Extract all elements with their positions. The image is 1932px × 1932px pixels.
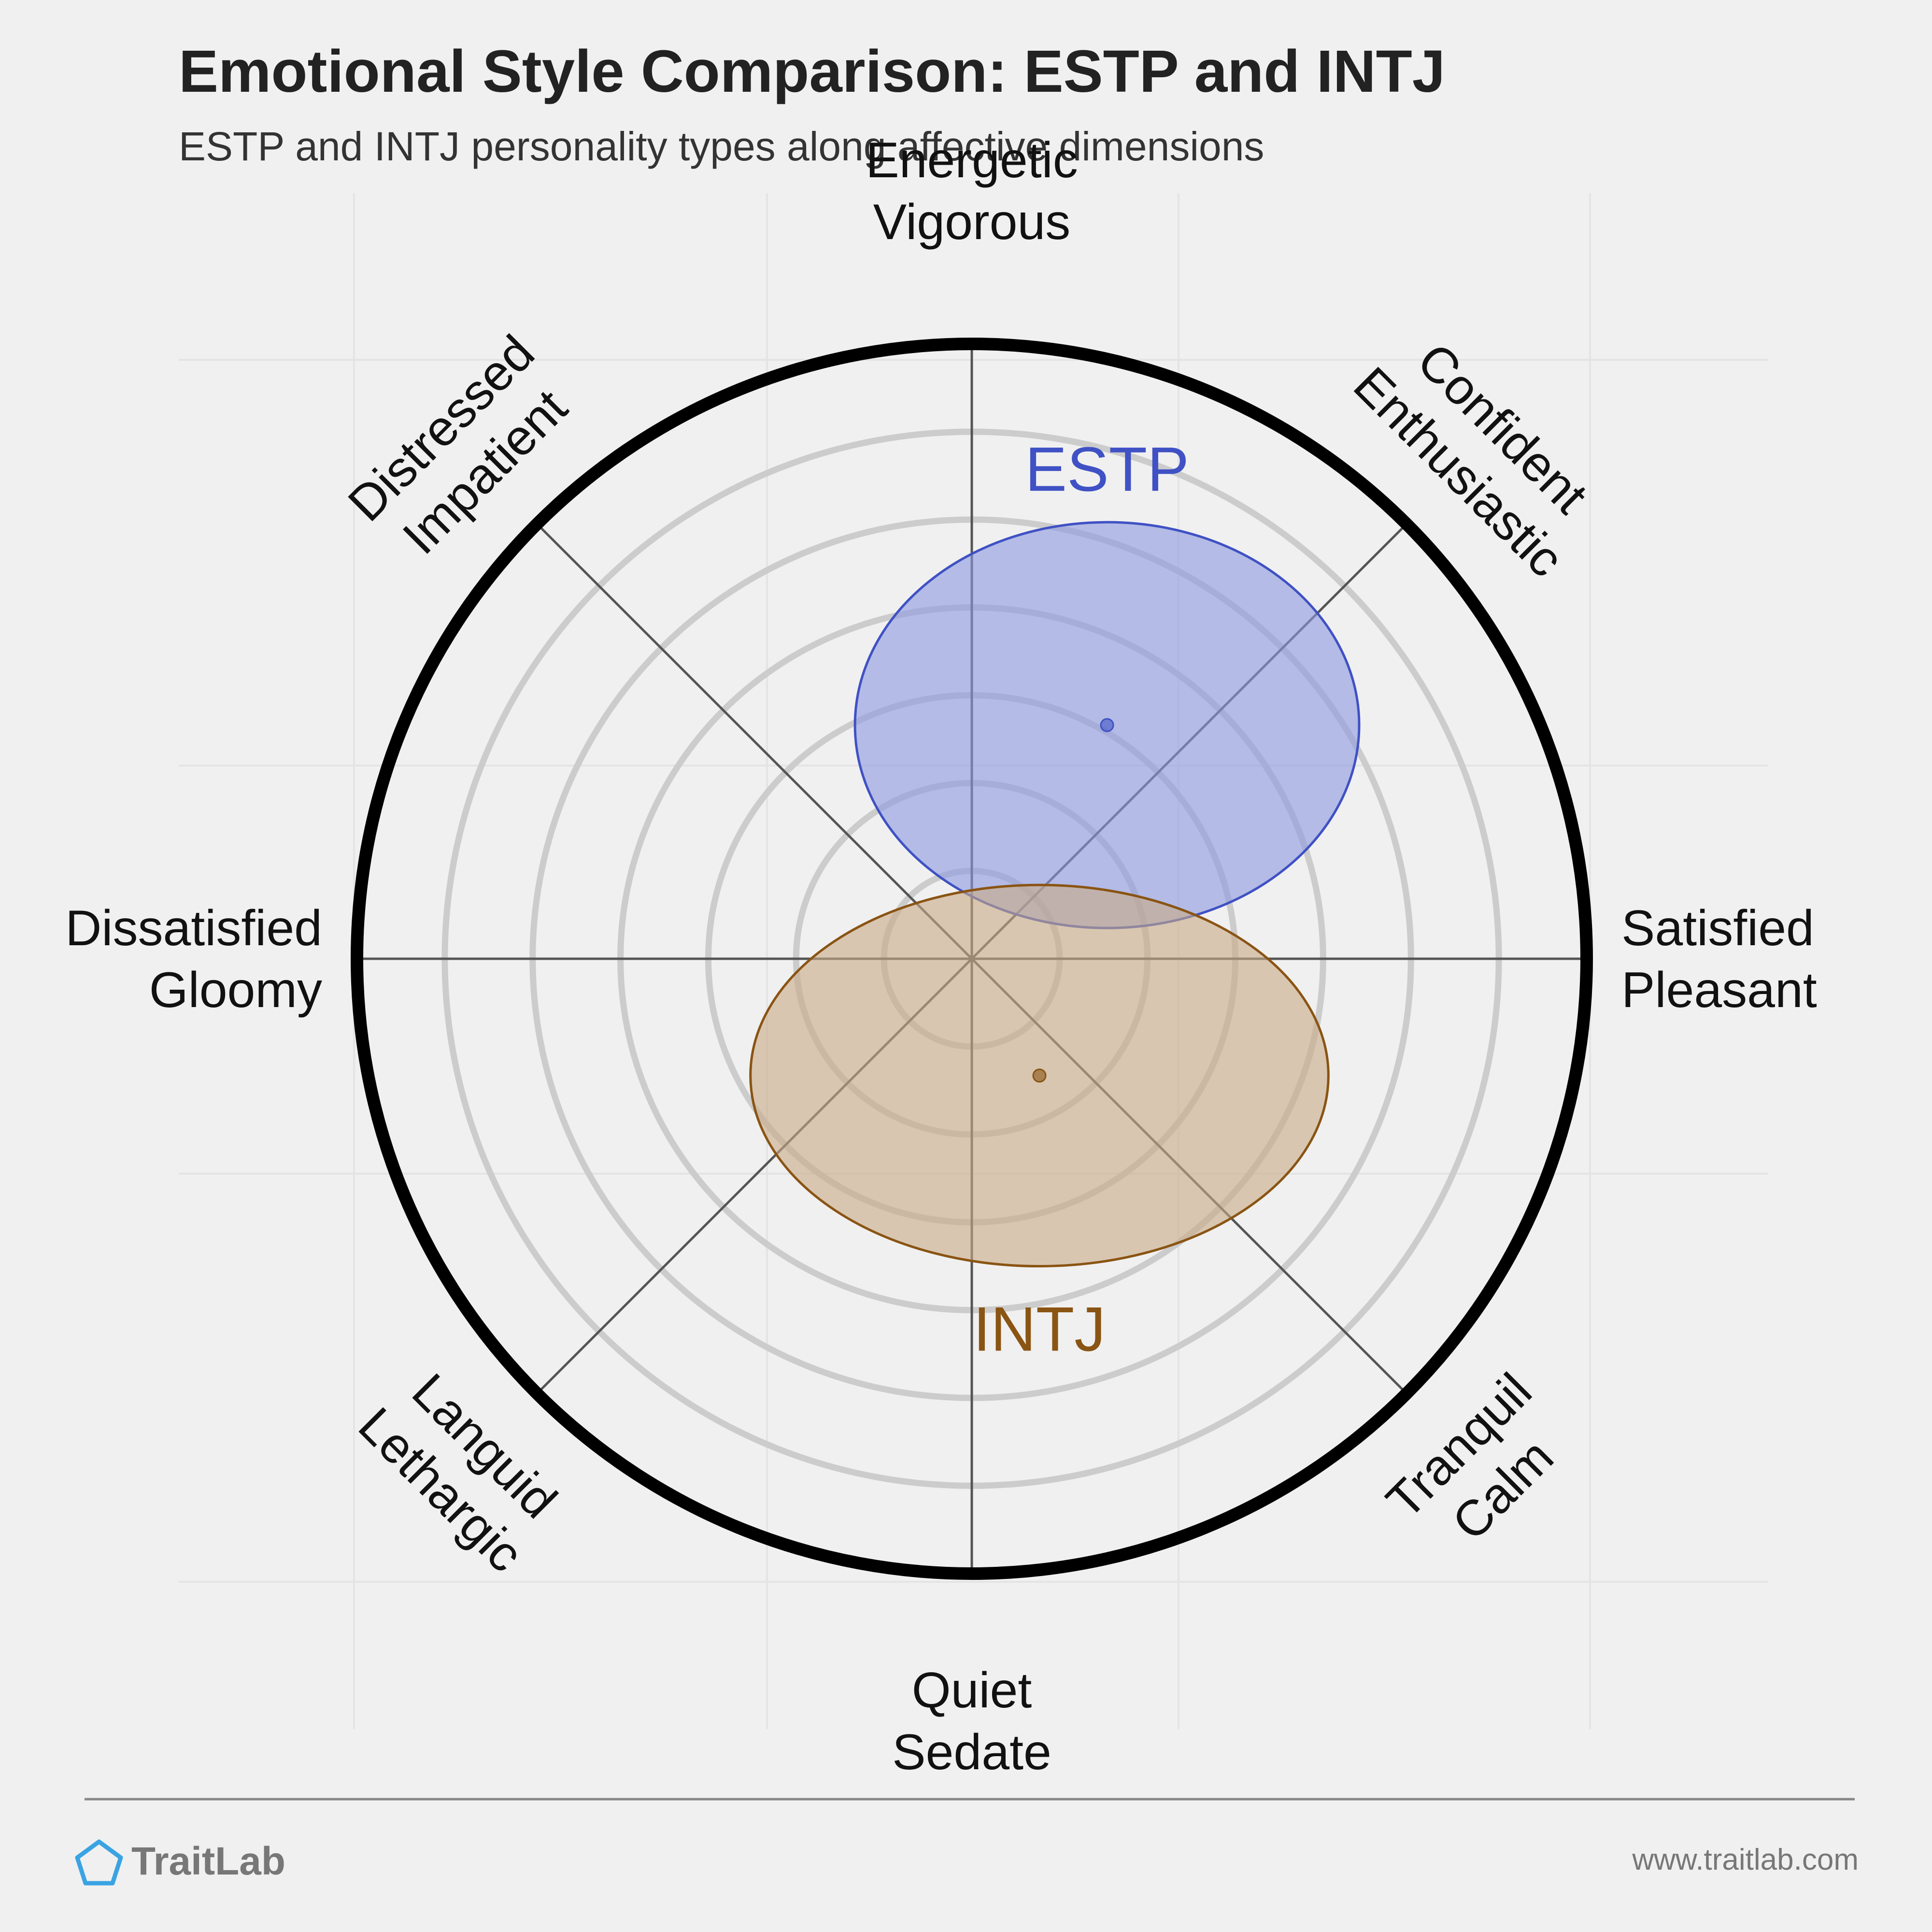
footer-url[interactable]: www.traitlab.com <box>1632 1843 1859 1876</box>
spoke-7 <box>536 523 973 960</box>
outer-ring <box>351 338 1593 1580</box>
series-layer: ESTP INTJ <box>749 434 1361 1364</box>
series-intj: INTJ <box>749 883 1330 1364</box>
axis-label-line: Vigorous <box>873 194 1071 250</box>
series-label-estp: ESTP <box>1025 434 1189 504</box>
center-point-intj <box>1032 1068 1047 1083</box>
axis-label-energetic-vigorous: Energetic Vigorous <box>866 132 1078 250</box>
axis-label-line: Energetic <box>866 132 1078 188</box>
axis-label-line: Sedate <box>892 1724 1051 1780</box>
axis-label-line: Gloomy <box>149 962 322 1018</box>
axis-label-line: Quiet <box>912 1662 1032 1719</box>
center-point-estp <box>1100 718 1114 732</box>
series-label-intj: INTJ <box>973 1294 1106 1364</box>
axis-label-satisfied-pleasant: Satisfied Pleasant <box>1621 900 1817 1018</box>
axis-label-line: Pleasant <box>1621 962 1817 1018</box>
axis-label-dissatisfied-gloomy: Dissatisfied Gloomy <box>65 900 322 1018</box>
traitlab-logo-icon <box>75 1839 123 1886</box>
axis-label-line: Dissatisfied <box>65 900 322 956</box>
series-estp: ESTP <box>853 434 1361 929</box>
footer-brand[interactable]: TraitLab <box>131 1839 285 1883</box>
chart-subtitle: ESTP and INTJ personality types along af… <box>179 124 1264 169</box>
chart-title: Emotional Style Comparison: ESTP and INT… <box>179 39 1445 105</box>
axis-label-line: Satisfied <box>1621 900 1814 956</box>
